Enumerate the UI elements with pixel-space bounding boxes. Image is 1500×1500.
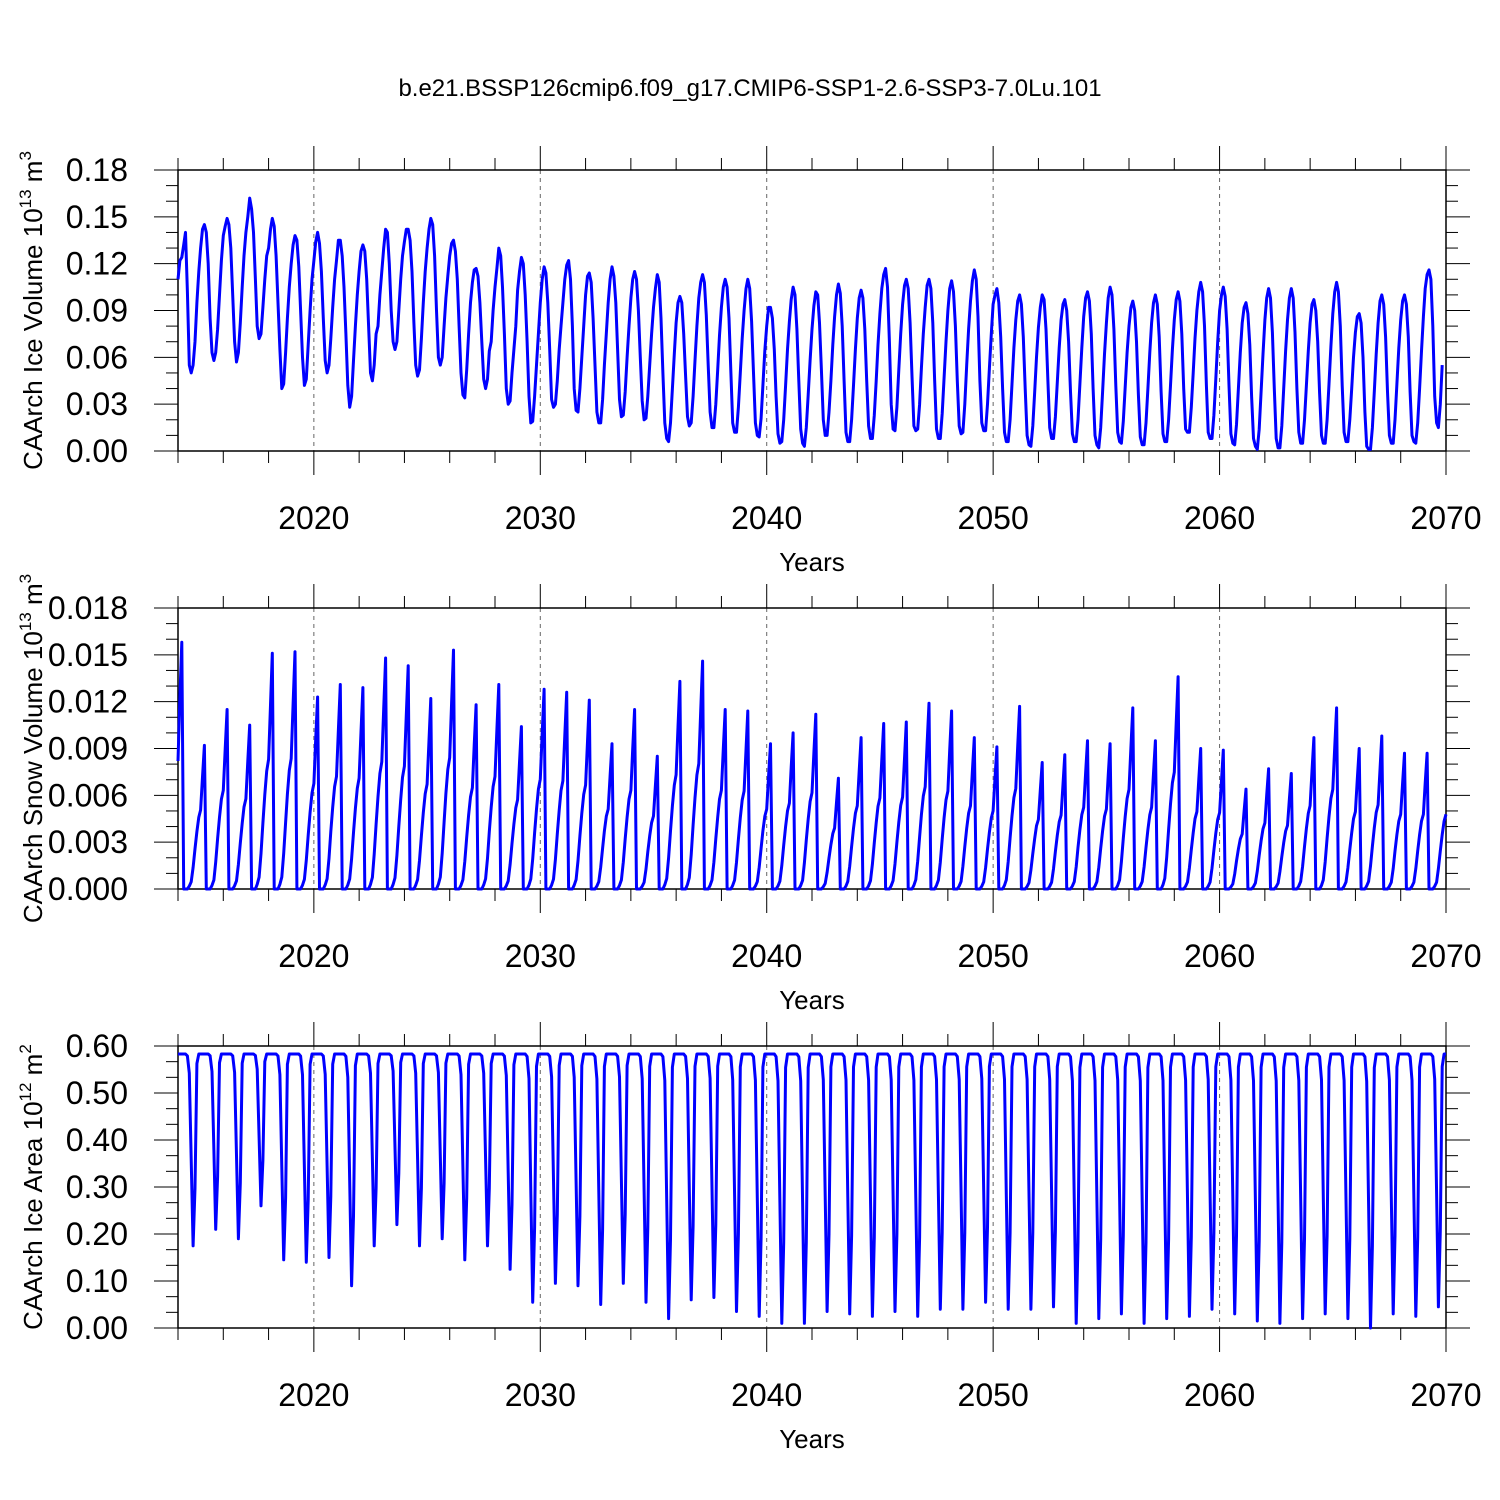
y-tick-label: 0.20	[66, 1216, 128, 1252]
x-tick-label: 2070	[1410, 938, 1481, 974]
figure-title: b.e21.BSSP126cmip6.f09_g17.CMIP6-SSP1-2.…	[398, 75, 1101, 102]
y-axis-label-unit-exponent: 3	[16, 574, 35, 583]
x-axis-label: Years	[779, 1424, 845, 1454]
y-tick-label: 0.12	[66, 246, 128, 282]
y-tick-label: 0.000	[48, 871, 128, 907]
x-axis-label: Years	[779, 985, 845, 1015]
snow-volume-panel: 0.000 0.003 0.006 0.009 0.012 0.015 0.018 2020 2…	[16, 574, 1482, 1015]
x-tick-label: 2050	[958, 500, 1029, 536]
y-tick-label: 0.003	[48, 824, 128, 860]
y-tick-label: 0.06	[66, 339, 128, 375]
x-tick-label: 2060	[1184, 500, 1255, 536]
x-tick-label: 2030	[505, 500, 576, 536]
y-tick-label: 0.09	[66, 293, 128, 329]
y-tick-label: 0.50	[66, 1075, 128, 1111]
x-tick-label: 2050	[958, 1377, 1029, 1413]
data-series-line	[176, 196, 1444, 451]
y-axis-label-unit-exponent: 3	[16, 151, 35, 160]
y-axis-label-exponent: 13	[16, 612, 35, 631]
x-tick-label: 2040	[731, 938, 802, 974]
y-tick-label: 0.012	[48, 684, 128, 720]
x-axis-label: Years	[779, 547, 845, 577]
x-tick-label: 2070	[1410, 1377, 1481, 1413]
y-tick-label: 0.18	[66, 152, 128, 188]
y-axis-label-unit: m	[18, 583, 48, 612]
x-tick-label: 2070	[1410, 500, 1481, 536]
y-tick-label: 0.00	[66, 433, 128, 469]
x-tick-label: 2040	[731, 500, 802, 536]
x-tick-label: 2050	[958, 938, 1029, 974]
y-tick-label: 0.015	[48, 637, 128, 673]
y-axis-label: CAArch Snow Volume 1013 m3	[16, 574, 48, 923]
y-tick-label: 0.60	[66, 1028, 128, 1064]
y-tick-label: 0.00	[66, 1310, 128, 1346]
y-axis-label: CAArch Ice Area 1012 m2	[16, 1044, 48, 1330]
x-tick-label: 2030	[505, 1377, 576, 1413]
x-tick-label: 2020	[278, 938, 349, 974]
y-tick-label: 0.10	[66, 1263, 128, 1299]
y-axis-label-main: CAArch Snow Volume 10	[18, 631, 48, 923]
y-axis-label: CAArch Ice Volume 1013 m3	[16, 151, 48, 470]
x-tick-label: 2060	[1184, 938, 1255, 974]
y-axis-label-unit: m	[18, 161, 48, 190]
ice-area-panel: 0.00 0.10 0.20 0.30 0.40 0.50 0.60 2020 2030 2040…	[16, 1022, 1482, 1454]
y-tick-label: 0.009	[48, 731, 128, 767]
y-tick-label: 0.006	[48, 777, 128, 813]
data-series-line	[178, 1052, 1446, 1330]
y-tick-label: 0.40	[66, 1122, 128, 1158]
y-axis-label-exponent: 13	[16, 189, 35, 208]
x-tick-label: 2020	[278, 500, 349, 536]
data-series-line	[176, 640, 1448, 891]
y-axis-label-exponent: 12	[16, 1083, 35, 1102]
y-tick-label: 0.15	[66, 199, 128, 235]
y-axis-label-main: CAArch Ice Volume 10	[18, 208, 48, 470]
x-tick-label: 2030	[505, 938, 576, 974]
y-tick-label: 0.018	[48, 590, 128, 626]
y-tick-label: 0.03	[66, 386, 128, 422]
x-tick-label: 2040	[731, 1377, 802, 1413]
y-axis-label-unit-exponent: 2	[16, 1044, 35, 1053]
ice-volume-panel: 0.00 0.03 0.06 0.09 0.12 0.15 0.18 2020 2030 2040…	[16, 146, 1482, 577]
x-tick-label: 2060	[1184, 1377, 1255, 1413]
y-axis-label-unit: m	[18, 1054, 48, 1083]
x-tick-label: 2020	[278, 1377, 349, 1413]
y-axis-label-main: CAArch Ice Area 10	[18, 1101, 48, 1329]
y-tick-label: 0.30	[66, 1169, 128, 1205]
